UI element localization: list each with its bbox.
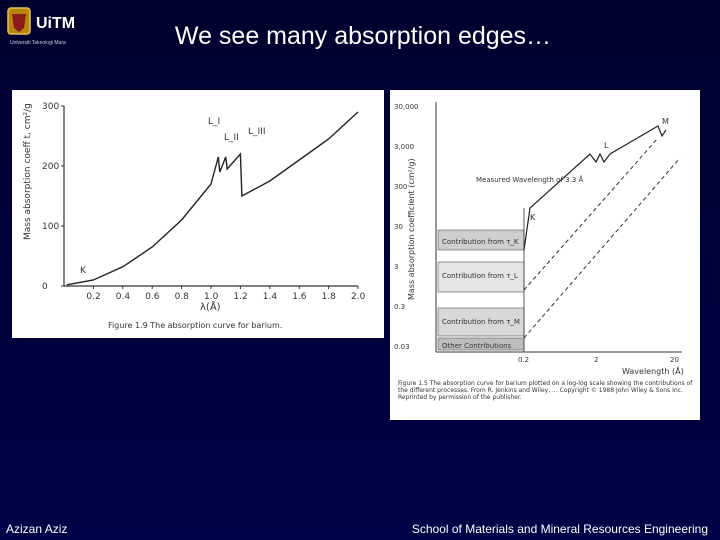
- x-tick-label: 1.4: [263, 292, 278, 302]
- y-tick-label-right: 3: [394, 263, 398, 271]
- y-tick-label-right: 3,000: [394, 143, 414, 151]
- annotation-tau-l: Contribution from τ_L: [442, 272, 518, 280]
- annotation-other: Other Contributions: [442, 342, 512, 350]
- dashed-line-2: [523, 157, 681, 339]
- x-tick-label: 1.0: [204, 292, 219, 302]
- x-tick-label: 0.6: [145, 292, 160, 302]
- y-tick-label-right: 300: [394, 183, 407, 191]
- x-tick-label: 1.6: [292, 292, 307, 302]
- band-tau-m: [437, 307, 525, 337]
- x-tick-label: 1.8: [322, 292, 337, 302]
- x-tick-label: 2.0: [351, 292, 366, 302]
- edge-label-k-right: K: [530, 213, 536, 222]
- edge-label-l3: L_III: [248, 127, 265, 137]
- edge-label-l1: L_I: [208, 117, 220, 127]
- absorption-curve-right: [523, 125, 667, 251]
- annotation-measured: Measured Wavelength of 3.3 Å: [476, 175, 583, 184]
- y-tick-label: 0: [42, 282, 48, 292]
- footer-school: School of Materials and Mineral Resource…: [411, 522, 708, 536]
- absorption-curve: [66, 111, 359, 286]
- x-axis-label: λ(Å): [200, 300, 221, 313]
- y-tick-label: 200: [42, 162, 59, 172]
- x-tick-label: 0.4: [116, 292, 131, 302]
- x-tick-label-right: 0.2: [518, 356, 529, 364]
- x-tick-label-right: 20: [670, 356, 679, 364]
- edge-label-k: K: [80, 266, 87, 276]
- logo-text: UiTM: [36, 15, 75, 32]
- y-axis-label-right: Mass absorption coefficient (cm²/g): [407, 158, 416, 300]
- x-tick-label: 0.8: [175, 292, 190, 302]
- y-tick-label: 300: [42, 102, 59, 112]
- y-tick-label: 100: [42, 222, 59, 232]
- edge-label-m-right: M: [662, 117, 669, 126]
- annotation-tau-m: Contribution from τ_M: [442, 318, 520, 326]
- x-tick-label: 1.2: [233, 292, 247, 302]
- edge-label-l2: L_II: [224, 133, 239, 143]
- figure-right-caption: Figure 1.5 The absorption curve for bari…: [398, 380, 693, 402]
- dashed-line-1: [523, 137, 659, 291]
- figure-barium-linear: 0 100 200 300 0.2 0.4 0.6 0.8 1.0 1.2 1.4 1.6 1.8 2.…: [12, 90, 384, 338]
- y-tick-label-right: 0.3: [394, 303, 405, 311]
- logo-subtext: Universiti Teknologi Mara: [10, 40, 66, 46]
- y-tick-label-right: 0.03: [394, 343, 410, 351]
- figure-left-caption: Figure 1.9 The absorption curve for bari…: [108, 321, 282, 330]
- university-logo: UiTM Universiti Teknologi Mara: [6, 4, 80, 48]
- x-tick-label: 0.2: [86, 292, 100, 302]
- y-axis-label: Mass absorption coeff t, cm²/g: [23, 103, 33, 240]
- figure-barium-loglog: 30,000 3,000 300 30 3 0.3 0.03 0.2 2 20 Measured…: [390, 90, 700, 420]
- annotation-tau-k: Contribution from τ_K: [442, 238, 519, 246]
- x-tick-label-right: 2: [594, 356, 598, 364]
- footer-author: Azizan Aziz: [6, 522, 68, 536]
- slide-title: We see many absorption edges…: [174, 22, 552, 50]
- x-axis-label-right: Wavelength (Å): [622, 365, 684, 376]
- edge-label-l-right: L: [604, 141, 609, 150]
- y-tick-label-right: 30,000: [394, 103, 419, 111]
- y-tick-label-right: 30: [394, 223, 403, 231]
- band-tau-l: [437, 261, 525, 293]
